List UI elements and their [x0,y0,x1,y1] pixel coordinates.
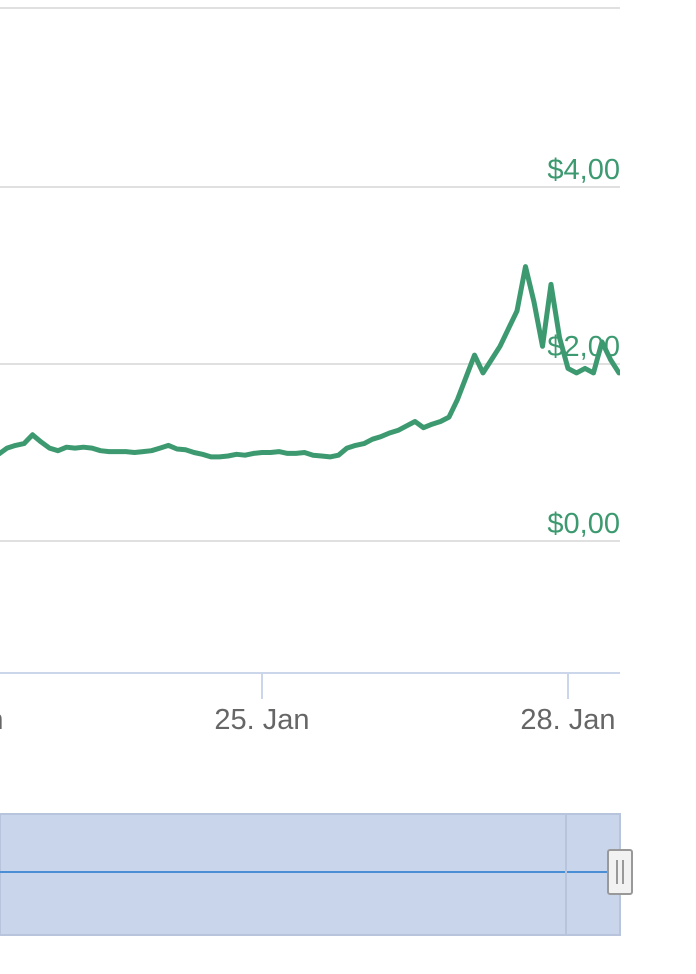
grid-lines [0,7,620,542]
y-tick-label: $4,00 [547,154,620,186]
x-tick-label: 28. Jan [520,704,615,736]
navigator-handle-box[interactable] [607,849,633,895]
x-axis: 22. Jan 25. Jan 28. Jan [0,672,620,736]
y-tick-label: $0,00 [547,508,620,540]
x-tick-label: 25. Jan [214,704,309,736]
range-navigator[interactable] [0,813,633,936]
x-tick-label: 22. Jan [0,704,4,736]
navigator-background [0,813,621,936]
price-series-line [0,264,620,460]
navigator-handle[interactable] [607,849,633,895]
plot-area [0,264,620,460]
y-axis-labels: $0,00$2,00$4,00 [547,154,620,540]
